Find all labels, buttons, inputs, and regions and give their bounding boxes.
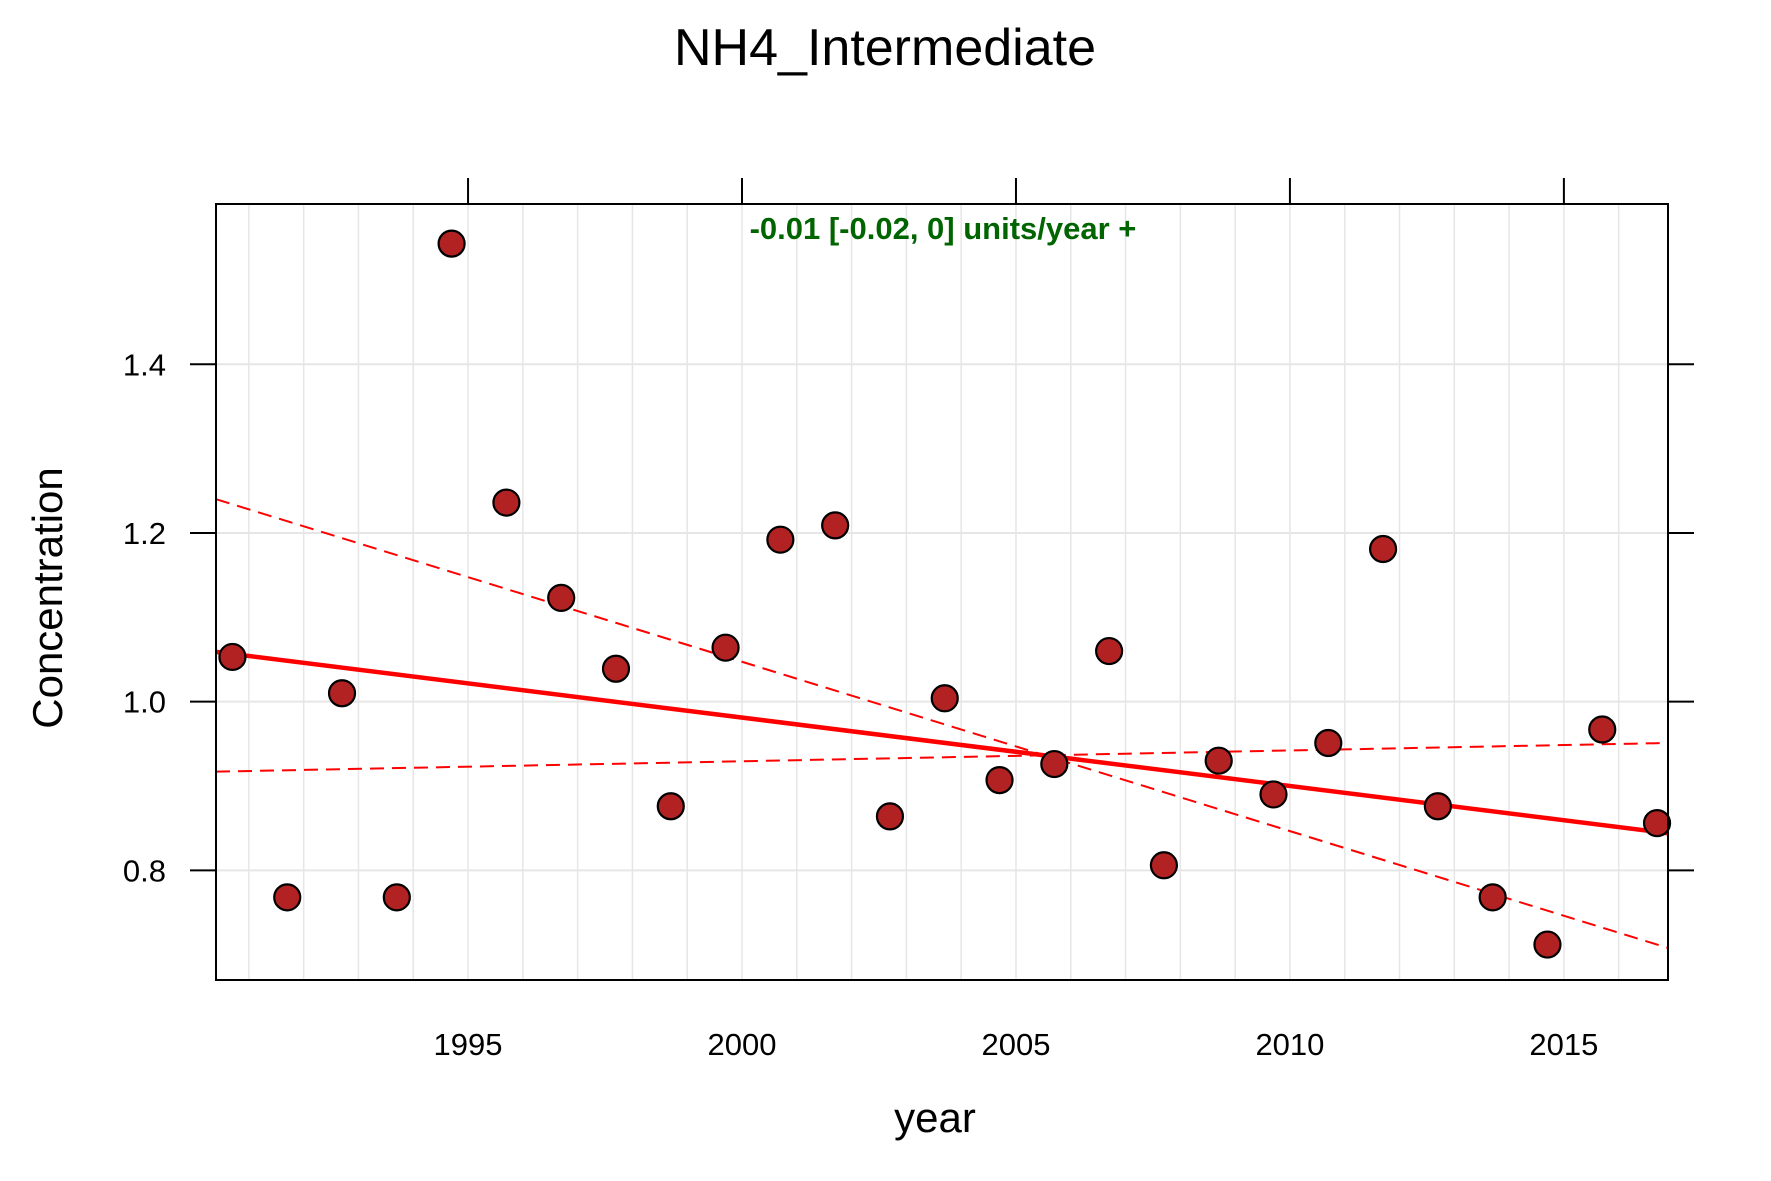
x-tick-label: 2015 — [1529, 1027, 1598, 1062]
data-point — [1533, 930, 1562, 959]
data-point — [1149, 851, 1179, 880]
data-point — [1204, 746, 1233, 775]
y-tick-label: 1.0 — [123, 685, 166, 720]
y-tick-label: 0.8 — [123, 853, 166, 888]
data-point — [985, 765, 1014, 795]
x-tick-label: 1995 — [434, 1027, 503, 1062]
data-point — [492, 488, 521, 517]
y-tick-label: 1.2 — [123, 516, 166, 551]
y-axis-ticks: 0.8 1.0 1.2 1.4 — [123, 347, 1694, 888]
data-point — [601, 654, 631, 683]
trend-lines — [215, 498, 1669, 949]
grid — [216, 204, 1668, 980]
data-point — [437, 229, 466, 258]
data-point — [930, 684, 959, 713]
data-point — [656, 792, 685, 821]
chart-title: NH4_Intermediate — [674, 19, 1096, 77]
data-point — [1368, 534, 1398, 564]
data-point — [1423, 792, 1452, 821]
data-point — [1040, 749, 1069, 779]
data-point — [218, 642, 247, 672]
data-point — [1314, 728, 1343, 758]
data-point — [875, 802, 905, 831]
data-point — [1259, 780, 1288, 809]
data-points — [218, 229, 1672, 959]
y-axis-title: Concentration — [24, 467, 71, 729]
data-point — [1478, 883, 1507, 912]
plot-frame — [215, 203, 1669, 981]
data-point — [327, 679, 357, 708]
data-point — [766, 525, 795, 554]
x-axis-ticks: 1995 2000 2005 2010 2015 — [434, 178, 1598, 1062]
data-point — [1588, 715, 1617, 744]
data-point — [711, 633, 740, 662]
data-point — [821, 511, 850, 540]
trend-annotation: -0.01 [-0.02, 0] units/year + — [750, 211, 1137, 246]
y-tick-label: 1.4 — [123, 347, 166, 382]
confidence-line — [215, 498, 1669, 949]
data-point — [547, 583, 576, 613]
data-point — [382, 883, 411, 912]
data-point — [1642, 809, 1672, 838]
data-point — [1095, 636, 1124, 666]
x-tick-label: 2005 — [981, 1027, 1050, 1062]
data-point — [273, 883, 302, 912]
x-axis-title: year — [894, 1094, 976, 1141]
x-tick-label: 2010 — [1255, 1027, 1324, 1062]
confidence-line — [215, 741, 1669, 773]
x-tick-label: 2000 — [708, 1027, 777, 1062]
